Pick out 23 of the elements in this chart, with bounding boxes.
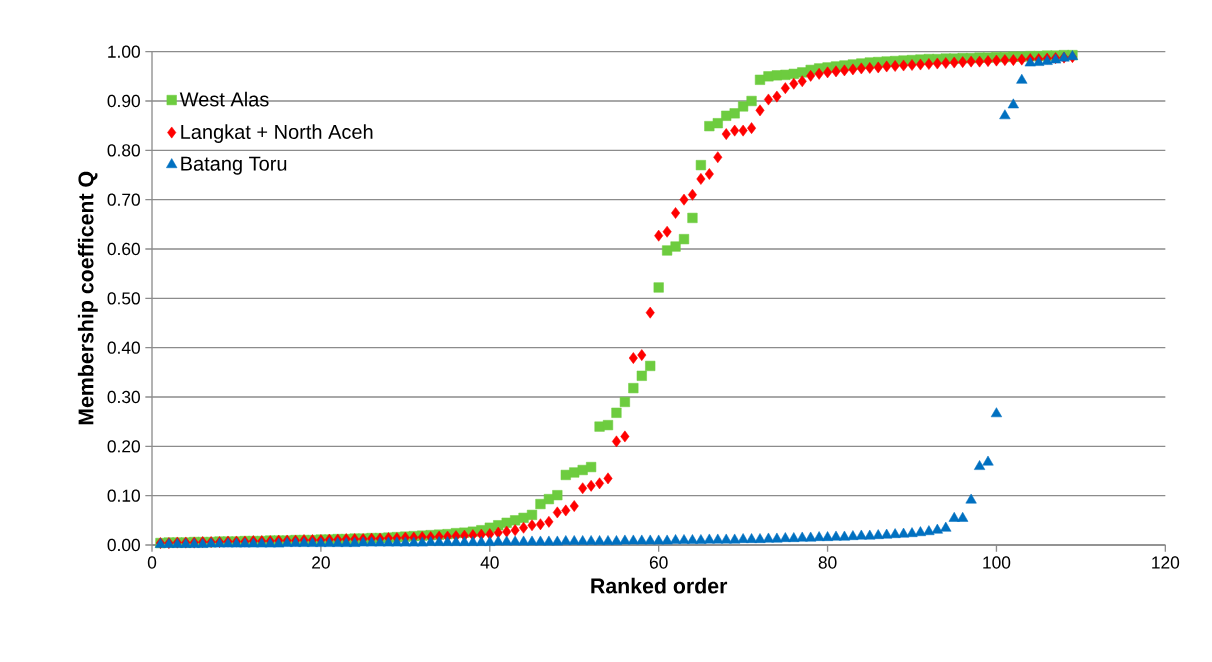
x-tick-label: 60	[649, 556, 668, 569]
legend-label: Batang Toru	[181, 156, 287, 175]
legend-label: Langkat + North Aceh	[181, 124, 373, 143]
x-tick-label: 80	[818, 556, 837, 569]
y-tick-label: 0.10	[107, 489, 140, 502]
y-tick-label: 0.90	[107, 94, 140, 108]
x-tick-label: 100	[983, 556, 1011, 569]
y-tick-label: 0.30	[107, 390, 140, 404]
y-tick-label: 1.00	[108, 45, 140, 58]
x-tick-label: 0	[147, 556, 157, 569]
y-axis-title: Membership coefficent Q	[77, 171, 98, 425]
x-tick-label: 40	[480, 556, 499, 569]
y-tick-label: 0.60	[107, 242, 140, 256]
y-tick-label: 0.40	[107, 341, 140, 354]
legend-label: West Alas	[179, 91, 269, 107]
y-tick-label: 0.20	[107, 440, 140, 453]
y-tick-label: 0.50	[107, 292, 140, 305]
x-tick-label: 120	[1152, 556, 1180, 569]
y-tick-label: 0.80	[107, 144, 140, 157]
y-tick-label: 0.70	[107, 193, 140, 206]
x-tick-label: 20	[312, 556, 330, 569]
x-axis-title: Ranked order	[591, 577, 728, 594]
y-tick-label: 0.00	[107, 538, 140, 552]
